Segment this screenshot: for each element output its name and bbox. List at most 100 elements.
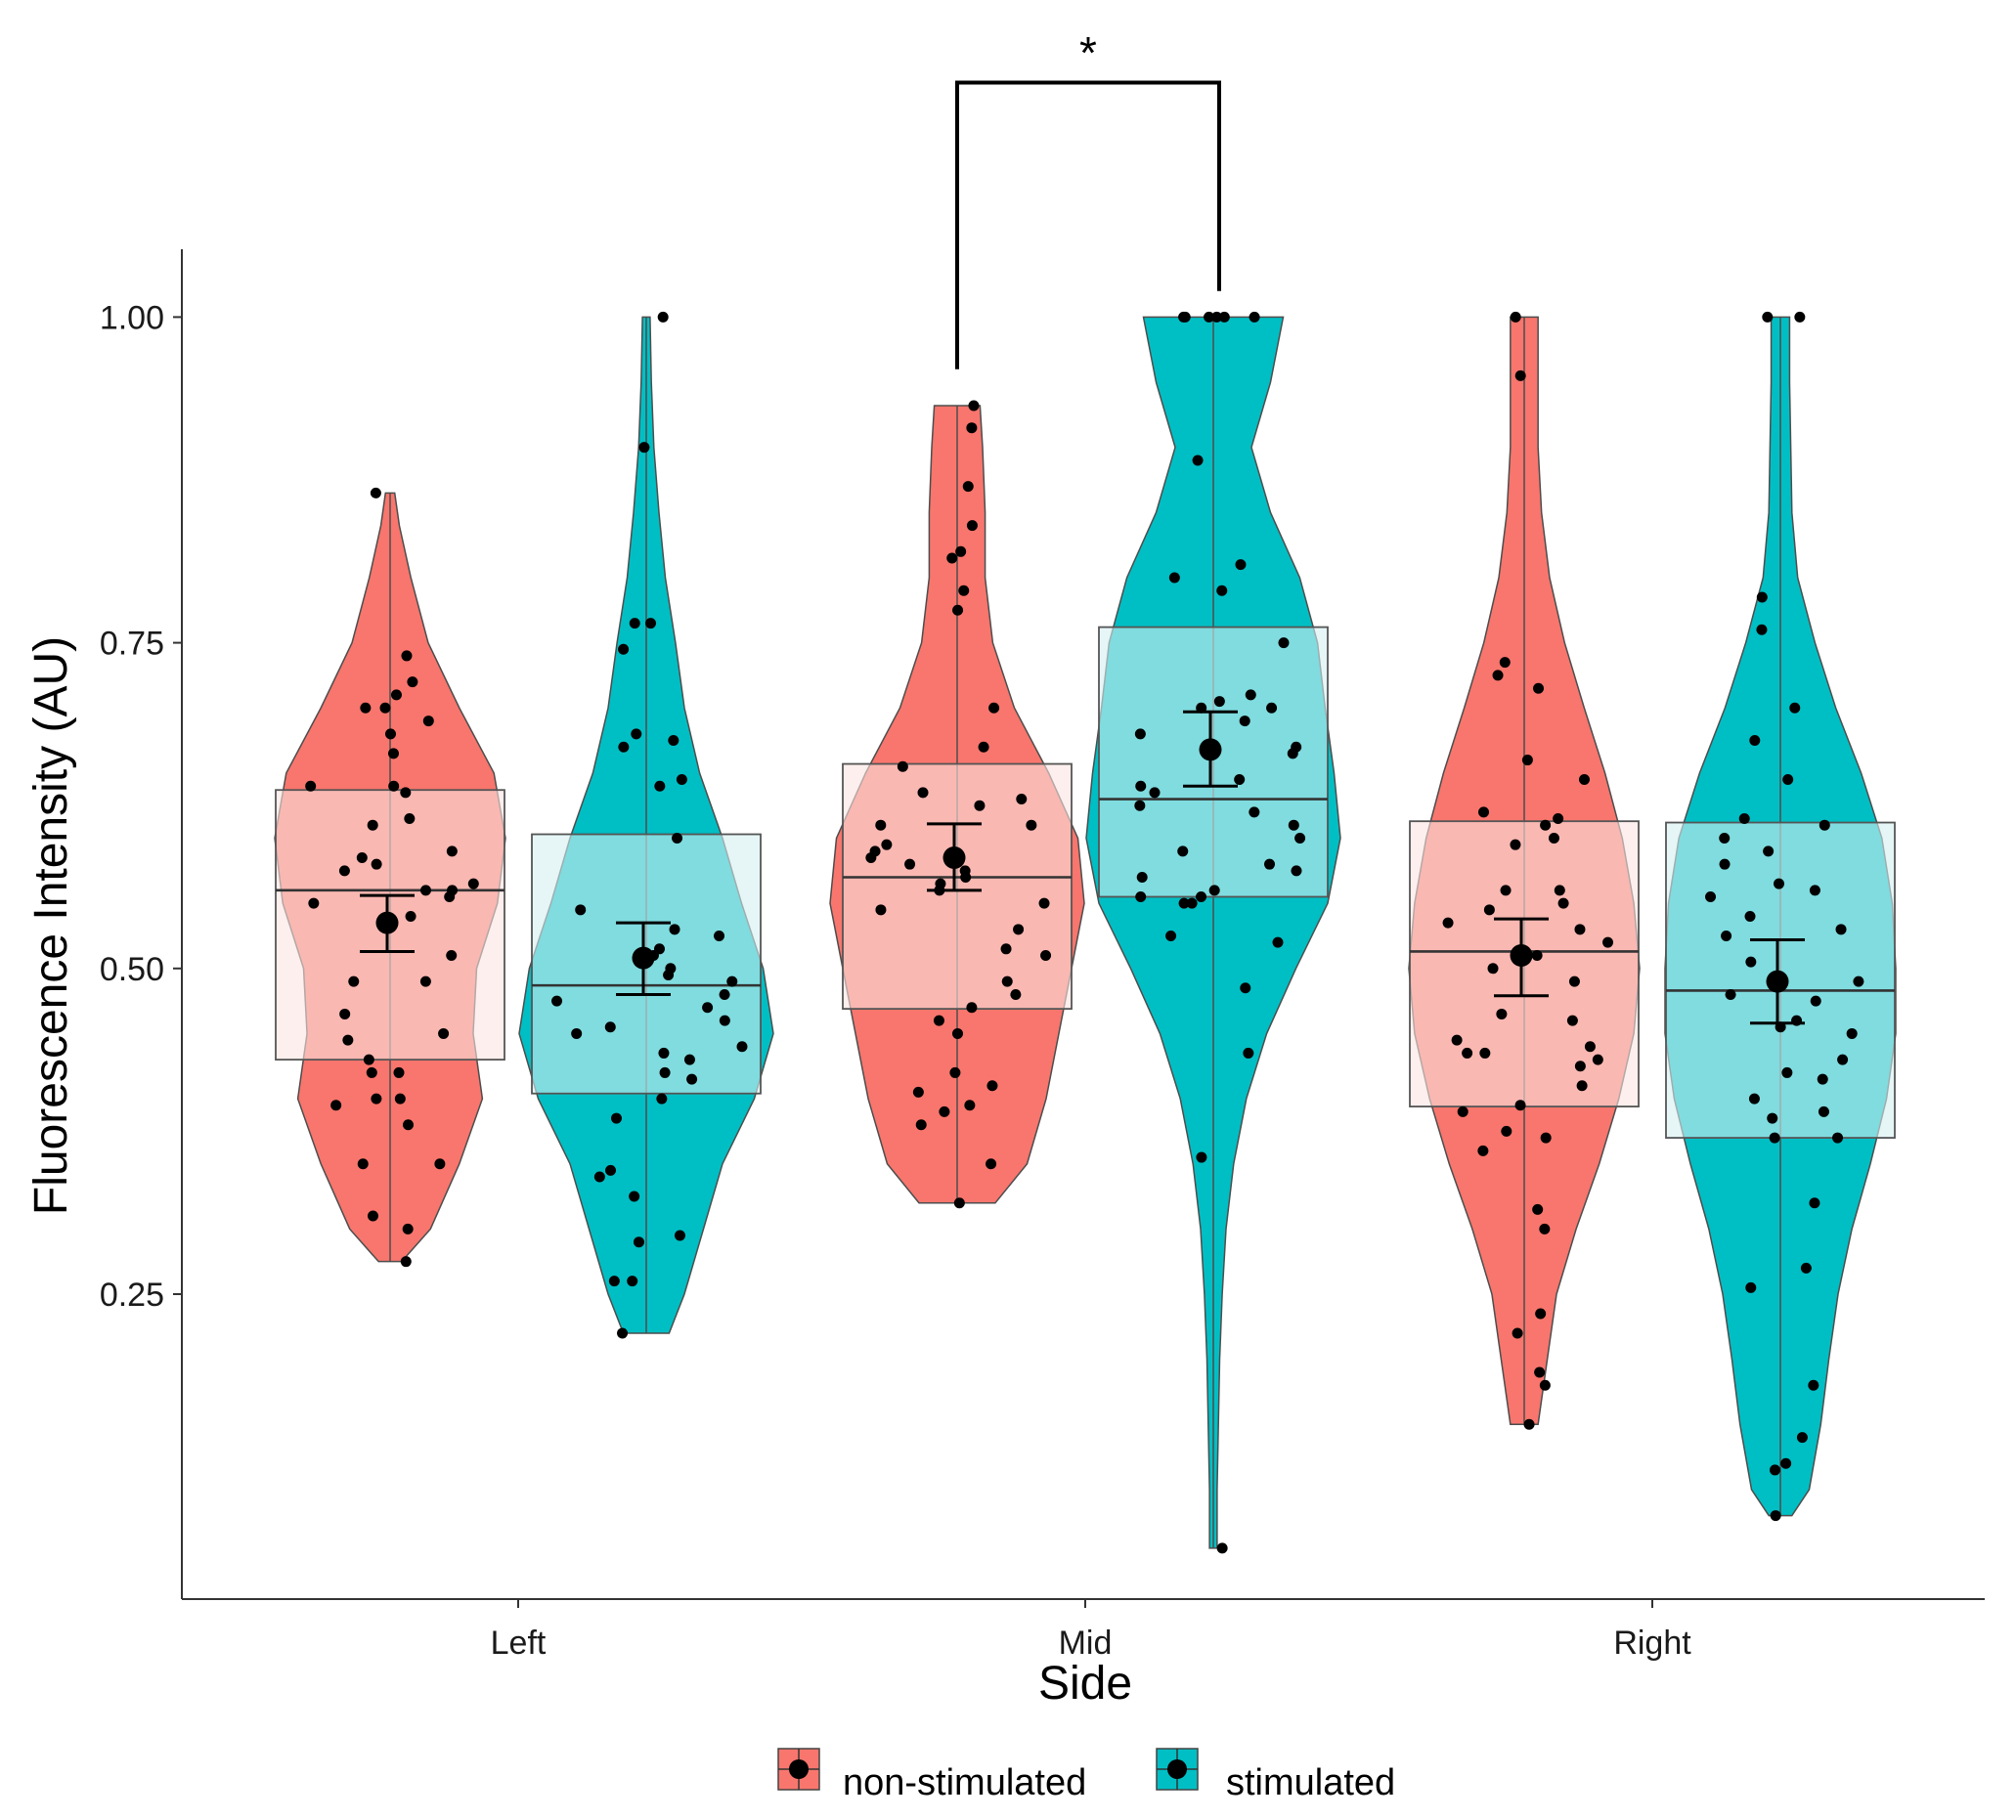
data-point bbox=[446, 845, 458, 857]
data-point bbox=[1134, 800, 1146, 811]
data-point bbox=[348, 975, 360, 987]
data-point bbox=[1264, 858, 1276, 870]
data-point bbox=[654, 780, 666, 792]
data-point bbox=[1853, 975, 1864, 987]
data-point bbox=[1149, 787, 1161, 799]
data-point bbox=[912, 1086, 924, 1098]
data-point bbox=[631, 728, 642, 740]
data-point bbox=[958, 585, 970, 596]
data-point bbox=[1291, 865, 1302, 877]
data-point bbox=[1745, 1281, 1757, 1293]
data-point bbox=[367, 1210, 378, 1222]
data-point bbox=[1767, 1112, 1778, 1124]
data-point bbox=[1532, 1203, 1544, 1215]
data-point bbox=[968, 400, 980, 412]
data-point bbox=[1287, 748, 1298, 759]
data-point bbox=[371, 858, 382, 870]
data-point bbox=[405, 910, 416, 922]
data-point bbox=[618, 643, 630, 655]
data-point bbox=[308, 897, 320, 909]
data-point bbox=[1457, 1105, 1468, 1117]
data-point bbox=[618, 741, 630, 753]
legend-key-stimulated bbox=[1156, 1748, 1199, 1791]
data-point bbox=[915, 1119, 927, 1131]
data-point bbox=[736, 1041, 748, 1053]
y-tick-label: 0.50 bbox=[100, 951, 164, 988]
data-point bbox=[1038, 897, 1050, 909]
data-point bbox=[1810, 995, 1821, 1007]
data-point bbox=[917, 787, 929, 799]
data-point bbox=[1770, 1510, 1781, 1522]
data-point bbox=[1204, 311, 1215, 323]
data-point bbox=[390, 689, 402, 701]
data-point bbox=[1745, 956, 1757, 968]
data-point bbox=[367, 819, 378, 831]
data-point bbox=[1134, 728, 1146, 740]
data-point bbox=[638, 442, 650, 454]
data-point bbox=[1719, 833, 1731, 845]
data-point bbox=[1832, 1132, 1844, 1144]
data-point bbox=[949, 1066, 961, 1078]
mean-point bbox=[942, 846, 966, 870]
legend: non-stimulated stimulated bbox=[777, 1748, 1395, 1803]
data-point bbox=[1186, 897, 1198, 909]
data-point bbox=[402, 1223, 414, 1235]
data-point bbox=[1794, 311, 1806, 323]
data-point bbox=[1196, 890, 1207, 902]
data-point bbox=[1533, 682, 1545, 694]
legend-key-non-stimulated bbox=[777, 1748, 820, 1791]
data-point bbox=[952, 604, 964, 616]
data-point bbox=[1168, 572, 1180, 584]
data-point bbox=[656, 1093, 668, 1105]
data-point bbox=[986, 1080, 998, 1092]
data-point bbox=[865, 852, 877, 864]
y-tick-label: 0.25 bbox=[100, 1277, 164, 1314]
x-tick-label: Mid bbox=[1059, 1625, 1113, 1662]
data-point bbox=[1568, 975, 1580, 987]
data-point bbox=[1477, 1145, 1489, 1156]
data-point bbox=[1500, 885, 1512, 896]
data-point bbox=[419, 885, 431, 896]
box-mid-stimulated bbox=[1098, 626, 1329, 898]
data-point bbox=[1249, 806, 1260, 818]
data-point bbox=[1514, 369, 1526, 381]
data-point bbox=[394, 1093, 406, 1105]
legend-key-point bbox=[789, 1759, 809, 1779]
data-point bbox=[1809, 1197, 1820, 1209]
data-point bbox=[366, 1066, 377, 1078]
data-point bbox=[726, 975, 738, 987]
data-point bbox=[305, 780, 317, 792]
data-point bbox=[1763, 845, 1775, 857]
mean-point bbox=[1766, 970, 1789, 993]
data-point bbox=[1521, 755, 1533, 766]
data-point bbox=[1479, 1047, 1491, 1059]
data-point bbox=[393, 1066, 405, 1078]
data-point bbox=[962, 481, 974, 493]
data-point bbox=[1510, 839, 1521, 850]
data-point bbox=[978, 741, 989, 753]
data-point bbox=[1192, 455, 1204, 466]
data-point bbox=[663, 969, 675, 980]
data-point bbox=[400, 1256, 412, 1268]
data-point bbox=[1817, 1073, 1828, 1085]
data-point bbox=[1240, 982, 1251, 994]
data-point bbox=[1819, 819, 1830, 831]
data-point bbox=[1243, 1047, 1254, 1059]
data-point bbox=[966, 422, 978, 434]
data-point bbox=[1492, 670, 1504, 681]
data-point bbox=[342, 1034, 354, 1046]
data-point bbox=[672, 833, 683, 845]
data-point bbox=[1177, 845, 1189, 857]
data-point bbox=[1554, 885, 1565, 896]
data-point bbox=[1705, 890, 1717, 902]
data-point bbox=[1249, 311, 1260, 323]
data-point bbox=[617, 1327, 629, 1339]
data-point bbox=[1744, 910, 1756, 922]
data-point bbox=[1769, 1464, 1780, 1476]
data-point bbox=[955, 545, 967, 557]
data-point bbox=[951, 1027, 963, 1039]
data-point bbox=[1026, 819, 1037, 831]
plot-area bbox=[274, 311, 1897, 1554]
data-point bbox=[674, 1230, 685, 1241]
data-point bbox=[1514, 1100, 1526, 1111]
